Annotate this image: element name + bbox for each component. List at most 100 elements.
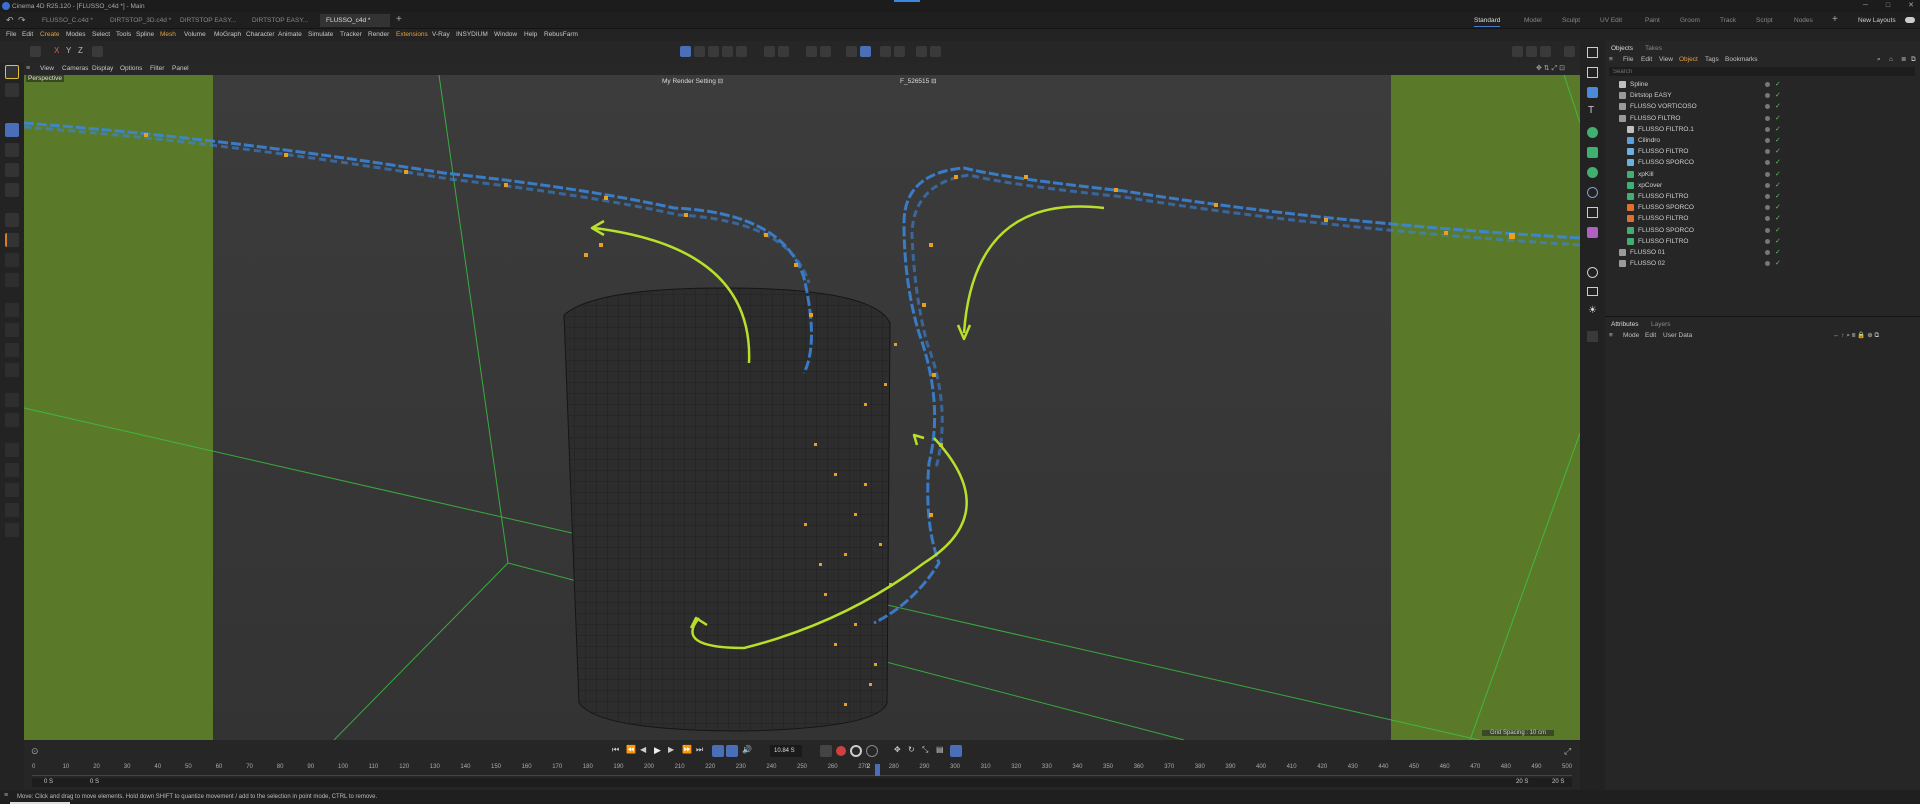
menu-insydium[interactable]: INSYDIUM [456,31,488,38]
play-icon[interactable]: ▶ [654,745,661,755]
add-layout-icon[interactable]: + [1832,14,1838,25]
object-row[interactable]: FLUSSO SPORCO ✓ [1605,202,1920,213]
viewport[interactable]: My Render Setting ⊟ F_526515 ⊟ Grid Spac… [24,63,1580,740]
mode-polygons-button[interactable] [722,46,733,57]
solo-button[interactable] [778,46,789,57]
home-icon[interactable]: ⌂ [1889,56,1893,63]
menu-file[interactable]: File [6,31,17,38]
current-frame-field[interactable]: 10.84 S [770,745,802,757]
objects-menu-edit[interactable]: Edit [1641,56,1653,63]
visibility-dot-icon[interactable] [1765,126,1770,132]
objects-menu-file[interactable]: File [1623,56,1634,63]
magnet-icon[interactable] [5,393,19,407]
range-slider[interactable]: 0 S 0 S 20 S 20 S [32,778,1572,787]
lock-button[interactable] [880,46,891,57]
attributes-menu-user-data[interactable]: User Data [1663,332,1693,339]
layout-tab-uv-edit[interactable]: UV Edit [1600,17,1623,24]
render-setting-label[interactable]: My Render Setting ⊟ [662,78,724,85]
object-row[interactable]: FLUSSO 02 ✓ [1605,258,1920,269]
objects-menu-tags[interactable]: Tags [1705,56,1719,63]
object-row[interactable]: Spline ✓ [1605,79,1920,90]
visibility-dot-icon[interactable] [1765,216,1770,222]
go-start-icon[interactable]: ⏮ [612,745,620,754]
visibility-dot-icon[interactable] [1765,93,1770,99]
layout-tab-standard[interactable]: Standard [1474,15,1501,27]
visibility-dot-icon[interactable] [1765,149,1770,155]
menu-rebusfarm[interactable]: RebusFarm [544,31,578,38]
enable-check-icon[interactable]: ✓ [1775,170,1781,178]
doc-tab[interactable]: DIRTSTOP EASY... [252,17,309,24]
object-row[interactable]: FLUSSO FILTRO ✓ [1605,113,1920,124]
layout-tab-sculpt[interactable]: Sculpt [1562,17,1581,24]
select-tool-icon[interactable] [5,65,19,79]
attributes-menu-edit[interactable]: Edit [1645,332,1657,339]
keyframe-sel-icon[interactable] [866,745,878,757]
layout-tab-track[interactable]: Track [1720,17,1737,24]
viewport-menu-view[interactable]: View [40,65,54,72]
object-row[interactable]: FLUSSO FILTRO ✓ [1605,236,1920,247]
doc-tab[interactable]: DIRTSTOP EASY... [180,17,237,24]
objects-menu-icon[interactable]: ≡ [1609,56,1613,63]
range-button[interactable] [726,745,738,757]
enable-check-icon[interactable]: ✓ [1775,103,1781,111]
objects-menu-view[interactable]: View [1659,56,1673,63]
new-layouts-button[interactable]: New Layouts [1858,17,1896,24]
render-view-button[interactable] [916,46,927,57]
menu-animate[interactable]: Animate [278,31,302,38]
paint-tool-icon[interactable] [5,233,19,247]
menu-window[interactable]: Window [494,31,518,38]
deformer-icon[interactable] [1587,167,1598,178]
go-end-icon[interactable]: ⏭ [696,745,704,754]
light-icon[interactable]: ☀ [1588,305,1597,316]
object-row[interactable]: FLUSSO 01 ✓ [1605,247,1920,258]
playhead[interactable] [875,764,880,776]
redo-icon[interactable]: ↷ [18,15,26,25]
timeline-expand-icon[interactable]: ⤢ [1564,746,1572,756]
menu-spline[interactable]: Spline [136,31,155,38]
new-window-icon[interactable]: ⧉ [1911,56,1916,63]
search-icon[interactable]: ⌕ [1877,56,1881,63]
record-icon[interactable] [836,746,846,756]
visibility-dot-icon[interactable] [1765,227,1770,233]
doc-tab[interactable]: DIRTSTOP_3D.c4d * [110,17,172,24]
generator-icon[interactable] [1587,127,1598,138]
scale-tool-icon[interactable] [5,163,19,177]
object-row[interactable]: Cilindro ✓ [1605,135,1920,146]
maximize-button[interactable]: □ [1885,2,1891,9]
record-off-icon[interactable] [820,745,832,757]
loop-button[interactable] [712,745,724,757]
visibility-dot-icon[interactable] [1765,182,1770,188]
key-param-icon[interactable]: ▤ [936,745,944,754]
menu-mesh[interactable]: Mesh [160,31,176,38]
sound-icon[interactable]: 🔊 [742,745,752,754]
objects-search-input[interactable] [1609,67,1915,76]
menu-character[interactable]: Character [246,31,275,38]
coord-x-button[interactable]: X [54,46,60,55]
take-label[interactable]: F_526515 ⊟ [900,78,937,85]
menu-extensions[interactable]: Extensions [396,31,428,38]
scene-icon[interactable] [1587,207,1598,218]
key-pla-icon[interactable] [950,745,962,757]
viewport-menu-panel[interactable]: Panel [172,65,189,72]
visibility-dot-icon[interactable] [1765,171,1770,177]
tab-layers[interactable]: Layers [1651,321,1671,328]
coord-y-button[interactable]: Y [66,46,72,55]
key-pos-icon[interactable]: ✥ [894,745,901,754]
visibility-dot-icon[interactable] [1765,115,1770,121]
layer-icon[interactable] [5,523,19,537]
object-row[interactable]: FLUSSO FILTRO ✓ [1605,191,1920,202]
viewport-menu-display[interactable]: Display [92,65,114,72]
menu-v-ray[interactable]: V-Ray [432,31,450,38]
layout-tab-groom[interactable]: Groom [1680,17,1700,24]
enable-check-icon[interactable]: ✓ [1775,181,1781,189]
prev-frame-icon[interactable]: ◀ [640,745,647,754]
spline-pen-icon[interactable] [5,443,19,457]
coord-system-button[interactable] [92,46,103,57]
enable-check-icon[interactable]: ✓ [1775,215,1781,223]
brush-tool-icon[interactable] [5,213,19,227]
smooth-icon[interactable] [5,413,19,427]
bridge-icon[interactable] [5,343,19,357]
snap-button[interactable] [806,46,817,57]
menu-create[interactable]: Create [40,31,60,38]
object-row[interactable]: FLUSSO SPORCO ✓ [1605,225,1920,236]
